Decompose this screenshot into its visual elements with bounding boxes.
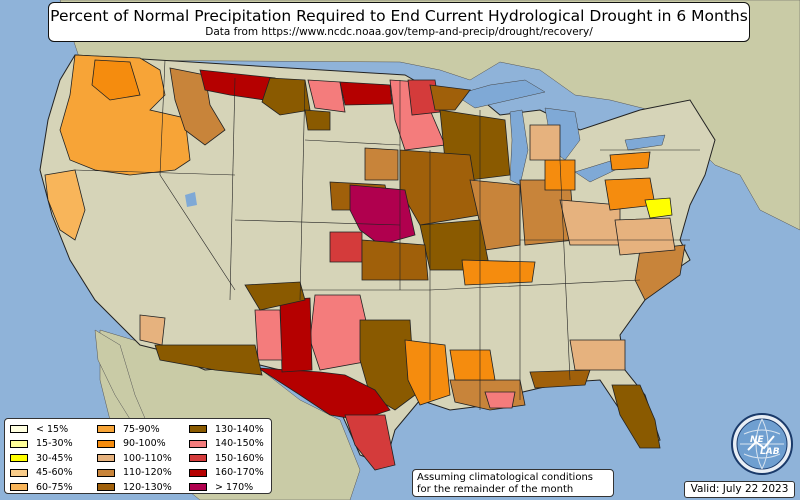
- region-kansas-red: [329, 231, 363, 263]
- legend-label: 90-100%: [123, 438, 166, 450]
- legend-label: 30-45%: [36, 452, 73, 464]
- lake-superior: [454, 79, 546, 109]
- legend-column-2: 75-90% 90-100% 100-110% 110-120% 120-130…: [97, 422, 172, 495]
- map-title: Percent of Normal Precipitation Required…: [50, 7, 748, 25]
- legend-item: 60-75%: [10, 480, 73, 495]
- region-tennessee: [461, 259, 536, 286]
- legend-column-1: < 15% 15-30% 30-45% 45-60% 60-75%: [10, 422, 73, 495]
- region-indiana: [544, 159, 576, 191]
- legend-label: 75-90%: [123, 423, 160, 435]
- legend-swatch: [189, 468, 207, 477]
- region-florida: [611, 384, 661, 449]
- map-subtitle: Data from https://www.ncdc.noaa.gov/temp…: [205, 26, 593, 38]
- legend-label: 150-160%: [215, 452, 264, 464]
- region-mississippi: [449, 349, 496, 381]
- legend-item: 45-60%: [10, 466, 73, 481]
- region-east-texas: [404, 339, 451, 406]
- legend-item: 75-90%: [97, 422, 172, 437]
- legend-swatch: [189, 425, 207, 434]
- legend-item: 130-140%: [189, 422, 264, 437]
- legend-label: 100-110%: [123, 452, 172, 464]
- lake-ontario: [624, 134, 666, 151]
- legend-label: 160-170%: [215, 467, 264, 479]
- legend-label: 120-130%: [123, 481, 172, 493]
- legend-swatch: [97, 425, 115, 434]
- region-montana-red: [199, 69, 276, 101]
- legend-label: 130-140%: [215, 423, 264, 435]
- logo-text-bottom: LAB: [760, 447, 780, 457]
- region-gulf-pink: [484, 391, 516, 409]
- valid-date: Valid: July 22 2023: [684, 481, 795, 498]
- region-michigan-tan: [529, 124, 561, 161]
- region-georgia-tan: [569, 339, 626, 371]
- region-oregon-dark: [91, 59, 141, 101]
- legend-swatch: [97, 483, 115, 492]
- legend-swatch: [10, 468, 28, 477]
- nelab-globe-logo: NE LAB: [731, 413, 793, 475]
- region-az-tan: [139, 314, 166, 346]
- legend-column-3: 130-140% 140-150% 150-160% 160-170% > 17…: [189, 422, 264, 495]
- legend-item: 30-45%: [10, 451, 73, 466]
- legend-swatch: [97, 468, 115, 477]
- region-texas-brown: [359, 319, 416, 411]
- legend-swatch: [189, 483, 207, 492]
- legend-swatch: [10, 439, 28, 448]
- region-kansas-brown: [361, 239, 429, 281]
- region-montana-brown: [261, 77, 311, 116]
- region-south-texas: [344, 414, 396, 471]
- note-line-1: Assuming climatological conditions: [417, 472, 593, 483]
- legend-item: 140-150%: [189, 437, 264, 452]
- legend-label: 45-60%: [36, 467, 73, 479]
- region-texas-red: [256, 367, 391, 421]
- legend-item: 15-30%: [10, 437, 73, 452]
- region-nd-red: [339, 81, 393, 106]
- logo-text-top: NE: [750, 435, 765, 445]
- legend-item: > 170%: [189, 480, 264, 495]
- legend-swatch: [189, 439, 207, 448]
- legend-label: < 15%: [36, 423, 69, 435]
- legend-item: 90-100%: [97, 437, 172, 452]
- legend-label: > 170%: [215, 481, 254, 493]
- region-wisconsin2: [429, 84, 471, 111]
- legend-item: 100-110%: [97, 451, 172, 466]
- canada-land: [59, 0, 800, 231]
- region-new-mexico-red: [279, 297, 313, 373]
- region-montana-brown2: [304, 109, 331, 131]
- region-arizona-brown: [154, 344, 263, 376]
- legend-label: 110-120%: [123, 467, 172, 479]
- region-north-dakota: [307, 79, 346, 113]
- legend-item: 150-160%: [189, 451, 264, 466]
- title-box: Percent of Normal Precipitation Required…: [48, 2, 750, 42]
- assumption-note: Assuming climatological conditions for t…: [412, 469, 614, 497]
- legend-swatch: [10, 483, 28, 492]
- region-sd-brown: [364, 147, 399, 181]
- region-colorado: [244, 281, 306, 311]
- legend-label: 140-150%: [215, 438, 264, 450]
- region-gulf-east: [529, 369, 591, 389]
- region-ny: [609, 151, 651, 171]
- legend-swatch: [10, 425, 28, 434]
- legend-label: 60-75%: [36, 481, 73, 493]
- legend-swatch: [189, 454, 207, 463]
- legend-item: 110-120%: [97, 466, 172, 481]
- region-mid-atlantic: [644, 197, 673, 219]
- legend-item: < 15%: [10, 422, 73, 437]
- legend-item: 160-170%: [189, 466, 264, 481]
- state-borders: [74, 59, 700, 410]
- region-virginia: [614, 217, 676, 256]
- legend-label: 15-30%: [36, 438, 73, 450]
- region-carolina: [634, 244, 686, 301]
- region-nm-pink: [254, 309, 283, 361]
- legend-swatch: [10, 454, 28, 463]
- drought-regions: [44, 54, 686, 471]
- legend-swatch: [97, 454, 115, 463]
- legend-item: 120-130%: [97, 480, 172, 495]
- legend: < 15% 15-30% 30-45% 45-60% 60-75% 75-90%…: [4, 418, 272, 494]
- note-line-2: for the remainder of the month: [417, 484, 574, 495]
- legend-swatch: [97, 439, 115, 448]
- great-salt-lake: [185, 192, 197, 207]
